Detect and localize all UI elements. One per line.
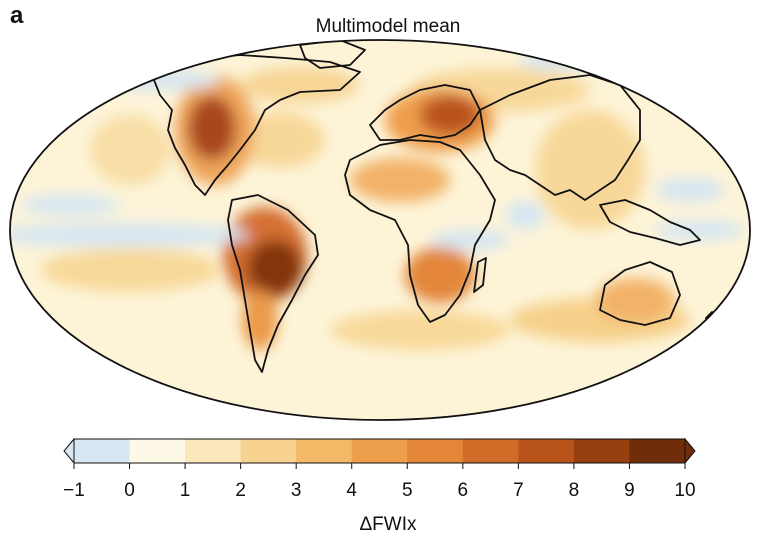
europe-coast: [369, 84, 481, 141]
map-title: Multimodel mean: [315, 16, 461, 37]
colorbar-tick-label: 1: [179, 480, 191, 501]
colorbar-bin-0: [74, 439, 131, 463]
colorbar-bin-2: [185, 439, 242, 463]
colorbar-bin-6: [407, 439, 464, 463]
australia-coast: [599, 261, 681, 326]
madagascar-coast: [473, 257, 487, 293]
colorbar-frame: [73, 438, 686, 464]
colorbar-label: ΔFWIx: [359, 514, 417, 535]
colorbar-tick-label: −1: [63, 480, 85, 501]
colorbar-bin-1: [129, 439, 186, 463]
colorbar-tick-label: 4: [346, 480, 358, 501]
colorbar-bin-5: [351, 439, 408, 463]
southeast-asia-coast: [599, 199, 701, 246]
colorbar-tick-label: 6: [457, 480, 469, 501]
colorbar-tick-label: 7: [513, 480, 524, 501]
colorbar: [63, 437, 696, 469]
colorbar-tick-label: 2: [235, 480, 246, 501]
colorbar-bins: [74, 439, 686, 463]
colorbar-extend-high: [684, 437, 696, 465]
colorbar-tick-label: 9: [624, 480, 635, 501]
colorbar-extend-low: [63, 437, 75, 465]
anomaly-field: [10, 40, 750, 420]
greenland-coast: [299, 40, 366, 69]
colorbar-tick-label: 3: [290, 480, 302, 501]
south-america-coast: [227, 194, 319, 373]
africa-coast: [344, 139, 496, 323]
globe-outline: [9, 39, 751, 421]
colorbar-bin-7: [462, 439, 519, 463]
panel-letter: a: [10, 2, 24, 29]
colorbar-tick-label: 8: [568, 480, 580, 501]
colorbar-tick-label: 5: [401, 480, 413, 501]
colorbar-bin-4: [296, 439, 353, 463]
colorbar-bin-9: [573, 439, 630, 463]
colorbar-tick-label: 10: [674, 480, 696, 501]
colorbar-bin-8: [518, 439, 575, 463]
colorbar-ticks: [73, 463, 686, 469]
colorbar-bin-10: [629, 439, 686, 463]
colorbar-tick-label: 0: [124, 480, 135, 501]
colorbar-bin-3: [240, 439, 297, 463]
asia-coast: [479, 74, 641, 201]
